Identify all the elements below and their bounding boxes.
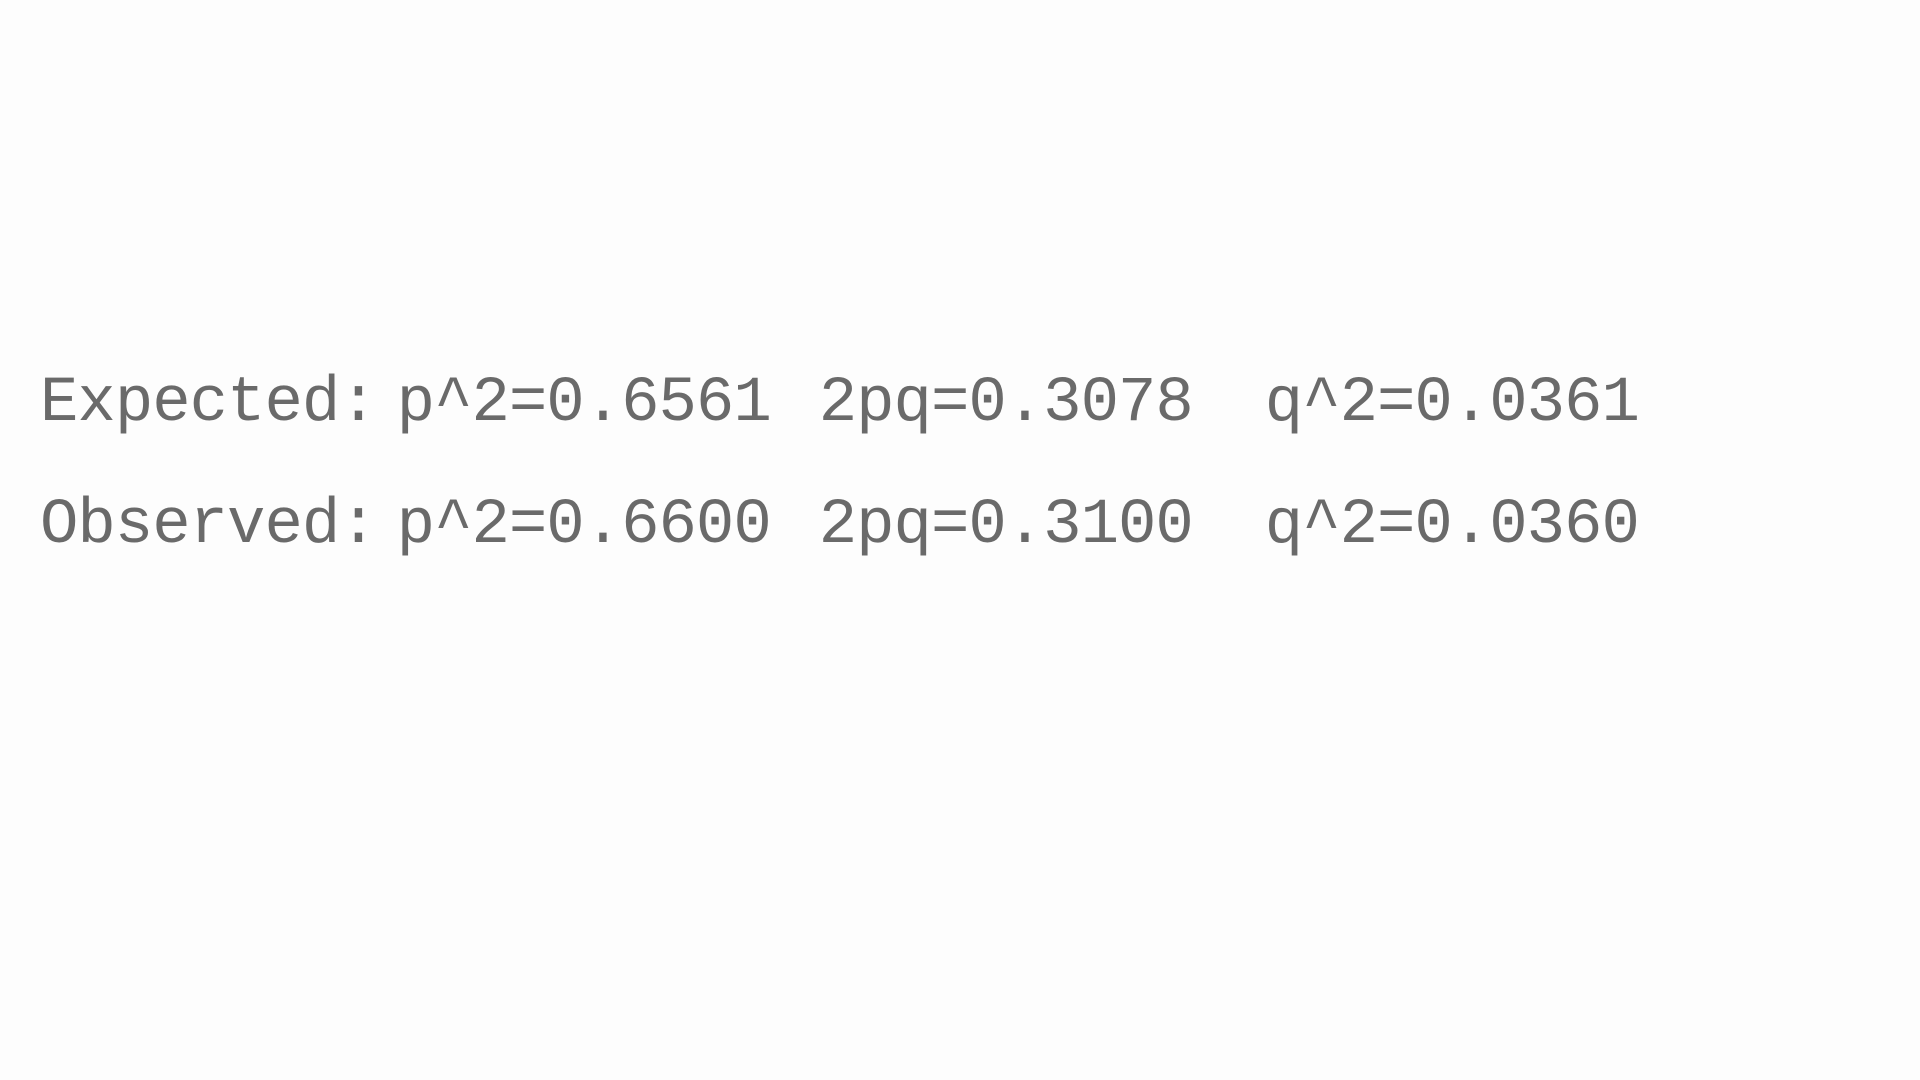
expected-2pq: 2pq=0.3078 xyxy=(819,368,1193,440)
expected-p2: p^2=0.6561 xyxy=(397,368,771,440)
data-table: Expected: p^2=0.6561 2pq=0.3078 q^2=0.03… xyxy=(0,368,1920,612)
expected-q2: q^2=0.0361 xyxy=(1265,368,1639,440)
observed-p2: p^2=0.6600 xyxy=(397,490,771,562)
observed-q2: q^2=0.0360 xyxy=(1265,490,1639,562)
observed-row: Observed: p^2=0.6600 2pq=0.3100 q^2=0.03… xyxy=(40,490,1880,562)
observed-label: Observed: xyxy=(40,490,377,562)
expected-row: Expected: p^2=0.6561 2pq=0.3078 q^2=0.03… xyxy=(40,368,1880,440)
observed-2pq: 2pq=0.3100 xyxy=(819,490,1193,562)
expected-label: Expected: xyxy=(40,368,377,440)
